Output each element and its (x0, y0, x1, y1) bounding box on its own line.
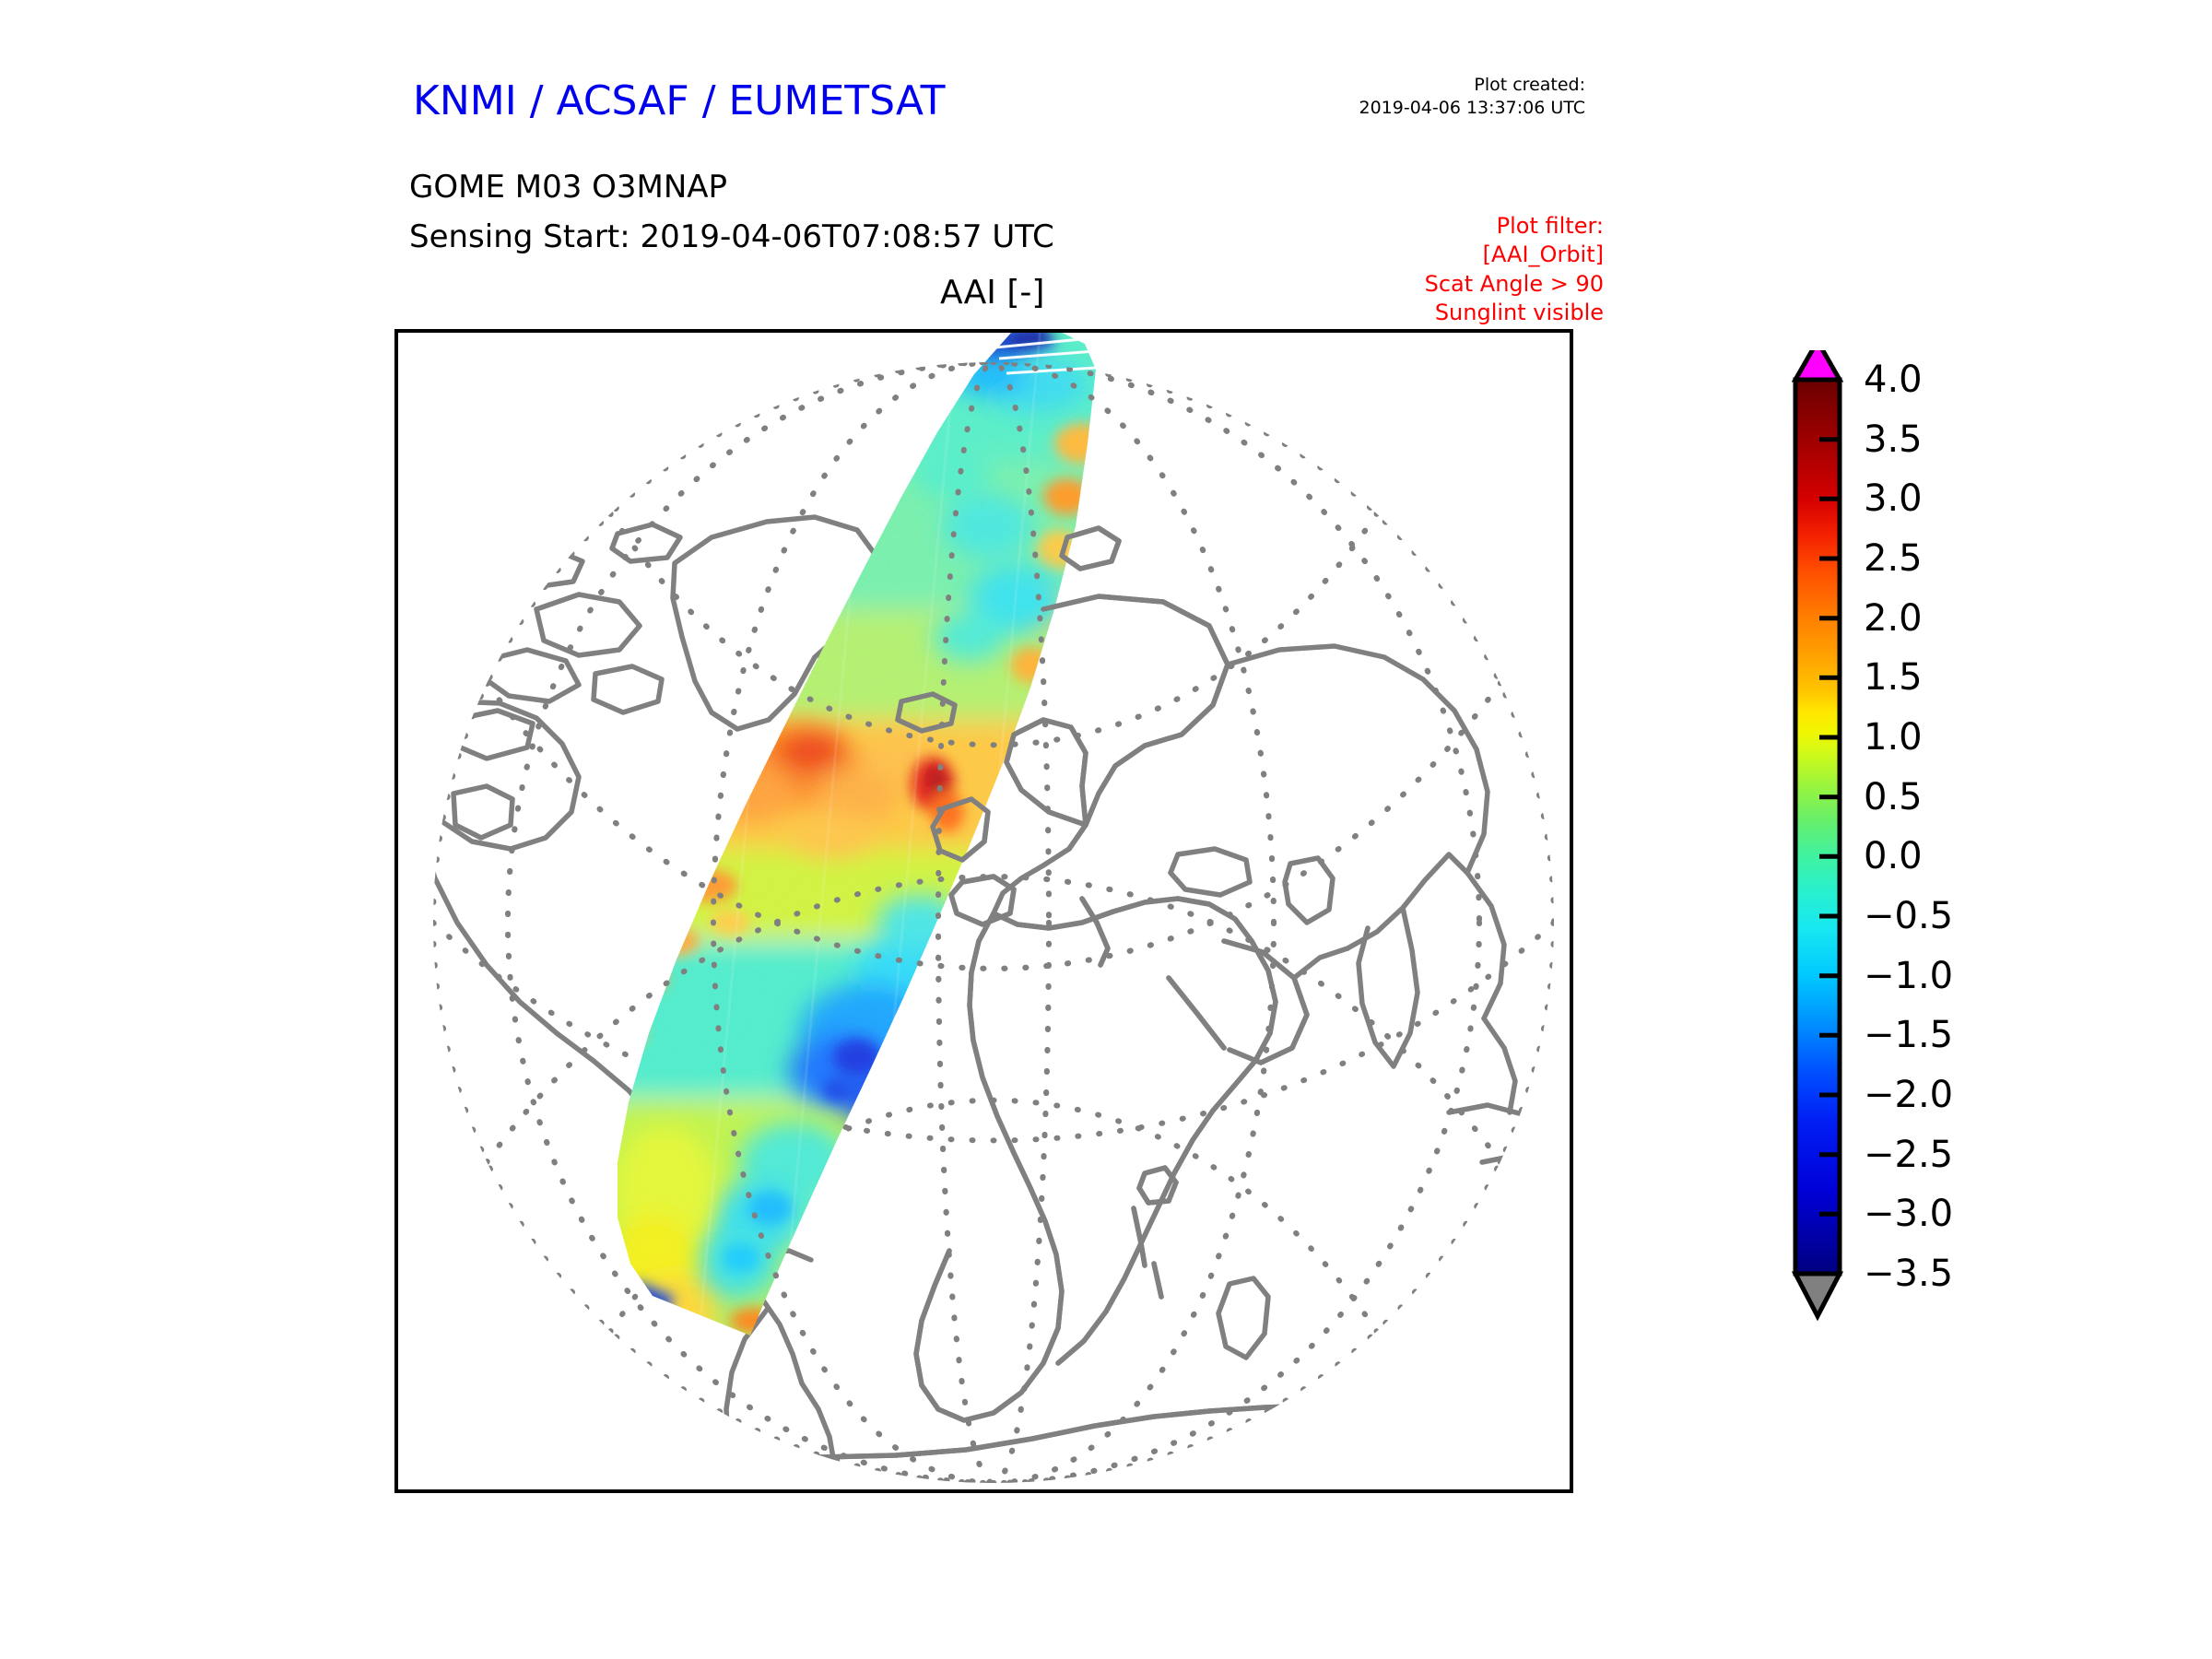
colorbar-tick-label: −0.5 (1864, 895, 1954, 937)
colorbar-gradient (1793, 377, 1842, 1277)
colorbar-tick-label: 0.0 (1864, 835, 1923, 878)
colorbar-tick-label: 3.5 (1864, 418, 1923, 461)
colorbar-svg (1792, 350, 1844, 1322)
colorbar-tick-label: 1.5 (1864, 656, 1923, 700)
colorbar-tick-label: −3.5 (1864, 1253, 1954, 1295)
colorbar-tick-label: −3.0 (1864, 1193, 1954, 1236)
colorbar-tick-label: −2.0 (1864, 1074, 1954, 1116)
colorbar-ticks (1819, 377, 1840, 1277)
colorbar-tick-label: −1.5 (1864, 1014, 1954, 1057)
plot-filter-scat-angle: Scat Angle > 90 (1424, 270, 1604, 297)
colorbar[interactable]: 4.0 3.5 3.0 2.5 2.0 1.5 1.0 0.5 0.0 −0.5… (1792, 350, 2179, 1512)
page-title: AAI [-] (940, 274, 1045, 312)
colorbar-tick-label: 1.0 (1864, 716, 1923, 759)
graticule-over-swath (484, 362, 1503, 1483)
colorbar-tick-label: 0.5 (1864, 775, 1923, 818)
aai-swath (618, 333, 1096, 1335)
colorbar-tick-label: 4.0 (1864, 359, 1923, 401)
colorbar-over-arrow (1792, 350, 1844, 382)
orthographic-map (433, 333, 1554, 1483)
colorbar-tick-label: −2.5 (1864, 1133, 1954, 1176)
organization-title: KNMI / ACSAF / EUMETSAT (413, 77, 946, 124)
plot-filter-label: Plot filter: (1496, 213, 1604, 239)
plot-filter-orbit: [AAI_Orbit] (1482, 241, 1604, 268)
colorbar-tick-label: −1.0 (1864, 954, 1954, 997)
plot-filter-block: Plot filter: [AAI_Orbit] Scat Angle > 90… (1281, 212, 1604, 328)
colorbar-tick-label: 3.0 (1864, 477, 1923, 521)
sensing-start-label: Sensing Start: 2019-04-06T07:08:57 UTC (409, 218, 1054, 255)
map-plot-area[interactable] (394, 329, 1573, 1493)
colorbar-under-arrow (1792, 1271, 1844, 1322)
plot-filter-sunglint: Sunglint visible (1434, 300, 1604, 326)
colorbar-tick-label: 2.5 (1864, 537, 1923, 580)
plot-created-label: Plot created: (1474, 75, 1585, 95)
plot-created-block: Plot created: 2019-04-06 13:37:06 UTC (1244, 74, 1586, 120)
colorbar-tick-label: 2.0 (1864, 596, 1923, 640)
product-title: GOME M03 O3MNAP (409, 169, 728, 206)
plot-created-value: 2019-04-06 13:37:06 UTC (1359, 98, 1586, 119)
